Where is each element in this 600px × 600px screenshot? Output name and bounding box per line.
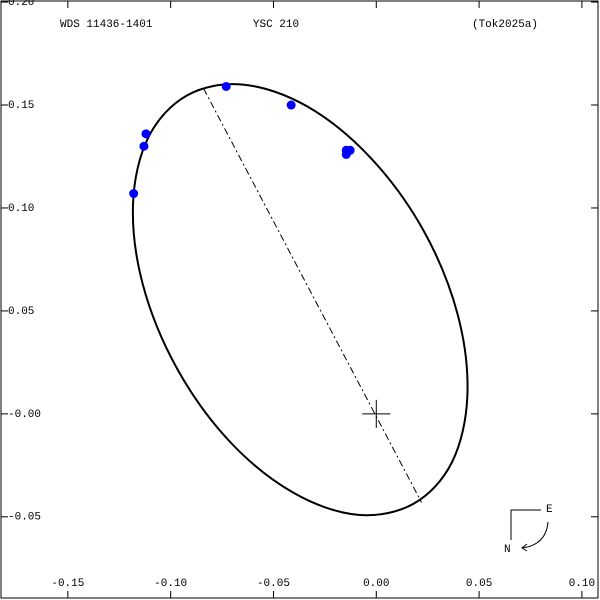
compass-arrowhead bbox=[521, 543, 528, 552]
observation bbox=[129, 189, 139, 199]
y-tick-label: 0.15 bbox=[8, 100, 34, 112]
observation bbox=[341, 149, 351, 159]
compass bbox=[510, 509, 549, 552]
compass-east: E bbox=[546, 504, 553, 516]
observation bbox=[286, 100, 296, 110]
compass-arrow bbox=[521, 521, 549, 549]
left-label: WDS 11436-1401 bbox=[60, 19, 153, 31]
x-tick-label: -0.05 bbox=[257, 578, 290, 590]
y-tick-label: 0.20 bbox=[8, 0, 34, 9]
x-tick-label: 0.05 bbox=[466, 578, 492, 590]
observation bbox=[141, 129, 151, 139]
observation bbox=[139, 141, 149, 151]
observation bbox=[221, 81, 231, 91]
chart-title: YSC 210 bbox=[253, 19, 299, 31]
line-of-apsides bbox=[203, 88, 422, 503]
y-tick-label: 0.10 bbox=[8, 203, 34, 215]
compass-north: N bbox=[504, 544, 511, 556]
orbit bbox=[131, 83, 469, 517]
x-tick-label: 0.00 bbox=[363, 578, 389, 590]
compass-axes bbox=[510, 509, 541, 540]
x-tick-label: -0.10 bbox=[154, 578, 187, 590]
right-label: (Tok2025a) bbox=[472, 19, 538, 31]
x-tick-label: -0.15 bbox=[51, 578, 84, 590]
y-tick-label: 0.05 bbox=[8, 306, 34, 318]
x-tick-label: 0.10 bbox=[569, 578, 595, 590]
y-tick-label: -0.00 bbox=[8, 409, 41, 421]
y-tick-label: -0.05 bbox=[8, 512, 41, 524]
